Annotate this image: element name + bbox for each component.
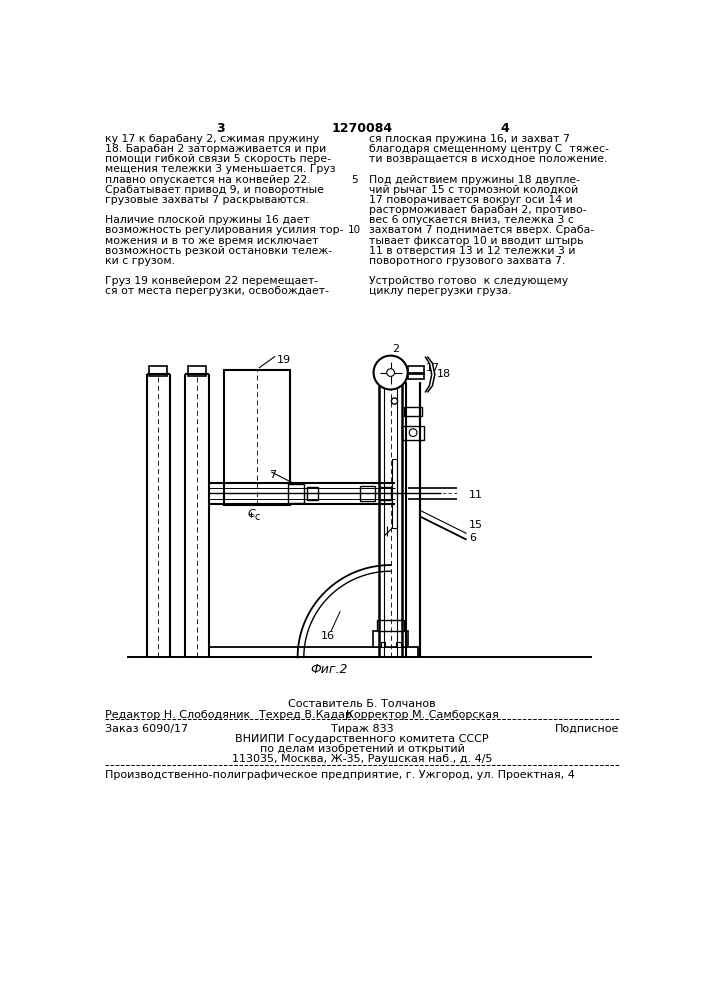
- Text: плавно опускается на конвейер 22.: плавно опускается на конвейер 22.: [105, 175, 311, 185]
- Circle shape: [387, 369, 395, 376]
- Text: ти возвращается в исходное положение.: ти возвращается в исходное положение.: [369, 154, 607, 164]
- Text: Устройство готово  к следующему: Устройство готово к следующему: [369, 276, 568, 286]
- Text: по делам изобретений и открытий: по делам изобретений и открытий: [259, 744, 464, 754]
- Bar: [224, 370, 290, 505]
- Text: ся от места перегрузки, освобождает-: ся от места перегрузки, освобождает-: [105, 286, 329, 296]
- Text: помощи гибкой связи 5 скорость пере-: помощи гибкой связи 5 скорость пере-: [105, 154, 332, 164]
- Bar: [380, 642, 385, 647]
- Text: 18: 18: [436, 369, 450, 379]
- Text: можения и в то же время исключает: можения и в то же время исключает: [105, 235, 319, 245]
- Bar: [187, 366, 206, 376]
- Text: 10: 10: [348, 225, 361, 235]
- Bar: [408, 366, 424, 379]
- Text: 6: 6: [469, 533, 476, 543]
- Text: ся плоская пружина 16, и захват 7: ся плоская пружина 16, и захват 7: [369, 134, 570, 144]
- Text: Подписное: Подписное: [555, 724, 619, 734]
- Text: чий рычаг 15 с тормозной колодкой: чий рычаг 15 с тормозной колодкой: [369, 185, 578, 195]
- Text: грузовые захваты 7 раскрываются.: грузовые захваты 7 раскрываются.: [105, 195, 309, 205]
- Text: Редактор Н. Слободяник: Редактор Н. Слободяник: [105, 710, 251, 720]
- Text: возможность регулирования усилия тор-: возможность регулирования усилия тор-: [105, 225, 344, 235]
- Text: захватом 7 поднимается вверх. Сраба-: захватом 7 поднимается вверх. Сраба-: [369, 225, 594, 235]
- Text: Наличие плоской пружины 16 дает: Наличие плоской пружины 16 дает: [105, 215, 310, 225]
- Text: Техред В.Кадар: Техред В.Кадар: [259, 710, 352, 720]
- Text: 11 в отверстия 13 и 12 тележки 3 и: 11 в отверстия 13 и 12 тележки 3 и: [369, 246, 575, 256]
- Bar: [209, 647, 418, 657]
- Bar: [396, 642, 401, 647]
- Bar: [288, 484, 304, 503]
- Text: циклу перегрузки груза.: циклу перегрузки груза.: [369, 286, 511, 296]
- Text: 7: 7: [269, 470, 276, 480]
- Circle shape: [392, 398, 397, 404]
- Text: Корректор М. Самборская: Корректор М. Самборская: [346, 710, 499, 720]
- Bar: [402, 426, 424, 440]
- Text: возможность резкой остановки тележ-: возможность резкой остановки тележ-: [105, 246, 332, 256]
- Text: Срабатывает привод 9, и поворотные: Срабатывает привод 9, и поворотные: [105, 185, 325, 195]
- Text: 16: 16: [321, 631, 335, 641]
- Text: Груз 19 конвейером 22 перемещает-: Груз 19 конвейером 22 перемещает-: [105, 276, 319, 286]
- Text: ки с грузом.: ки с грузом.: [105, 256, 175, 266]
- Bar: [379, 487, 392, 500]
- Text: 3: 3: [216, 122, 224, 135]
- Text: 1270084: 1270084: [332, 122, 392, 135]
- Text: благодаря смещенному центру С  тяжес-: благодаря смещенному центру С тяжес-: [369, 144, 609, 154]
- Bar: [378, 620, 404, 631]
- Text: с: с: [255, 512, 259, 522]
- Text: поворотного грузового захвата 7.: поворотного грузового захвата 7.: [369, 256, 565, 266]
- Circle shape: [373, 356, 408, 389]
- Text: Фиг.2: Фиг.2: [310, 663, 347, 676]
- Text: 4: 4: [500, 122, 509, 135]
- Text: 15: 15: [469, 520, 483, 530]
- Text: 5: 5: [351, 175, 358, 185]
- Bar: [360, 486, 375, 501]
- Text: Тираж 833: Тираж 833: [331, 724, 393, 734]
- Bar: [404, 407, 422, 416]
- Text: Под действием пружины 18 двупле-: Под действием пружины 18 двупле-: [369, 175, 580, 185]
- Text: 113035, Москва, Ж-35, Раушская наб., д. 4/5: 113035, Москва, Ж-35, Раушская наб., д. …: [232, 754, 492, 764]
- Bar: [149, 366, 168, 376]
- Text: вес 6 опускается вниз, тележка 3 с: вес 6 опускается вниз, тележка 3 с: [369, 215, 574, 225]
- Bar: [392, 459, 397, 528]
- Text: 17: 17: [426, 363, 440, 373]
- Text: ку 17 к барабану 2, сжимая пружину: ку 17 к барабану 2, сжимая пружину: [105, 134, 320, 144]
- Circle shape: [409, 429, 417, 436]
- Text: 2: 2: [392, 344, 399, 354]
- Text: 19: 19: [276, 355, 291, 365]
- Text: мещения тележки 3 уменьшается. Груз: мещения тележки 3 уменьшается. Груз: [105, 164, 336, 174]
- Text: 17 поворачивается вокруг оси 14 и: 17 поворачивается вокруг оси 14 и: [369, 195, 573, 205]
- Text: С: С: [247, 509, 255, 519]
- Text: ВНИИПИ Государственного комитета СССР: ВНИИПИ Государственного комитета СССР: [235, 734, 489, 744]
- Bar: [373, 631, 409, 647]
- Text: тывает фиксатор 10 и вводит штырь: тывает фиксатор 10 и вводит штырь: [369, 235, 583, 245]
- Text: 11: 11: [469, 490, 483, 500]
- Bar: [307, 487, 317, 500]
- Text: Составитель Б. Толчанов: Составитель Б. Толчанов: [288, 699, 436, 709]
- Text: Производственно-полиграфическое предприятие, г. Ужгород, ул. Проектная, 4: Производственно-полиграфическое предприя…: [105, 770, 575, 780]
- Text: расторможивает барабан 2, противо-: расторможивает барабан 2, противо-: [369, 205, 587, 215]
- Text: 18. Барабан 2 затормаживается и при: 18. Барабан 2 затормаживается и при: [105, 144, 327, 154]
- Text: Заказ 6090/17: Заказ 6090/17: [105, 724, 189, 734]
